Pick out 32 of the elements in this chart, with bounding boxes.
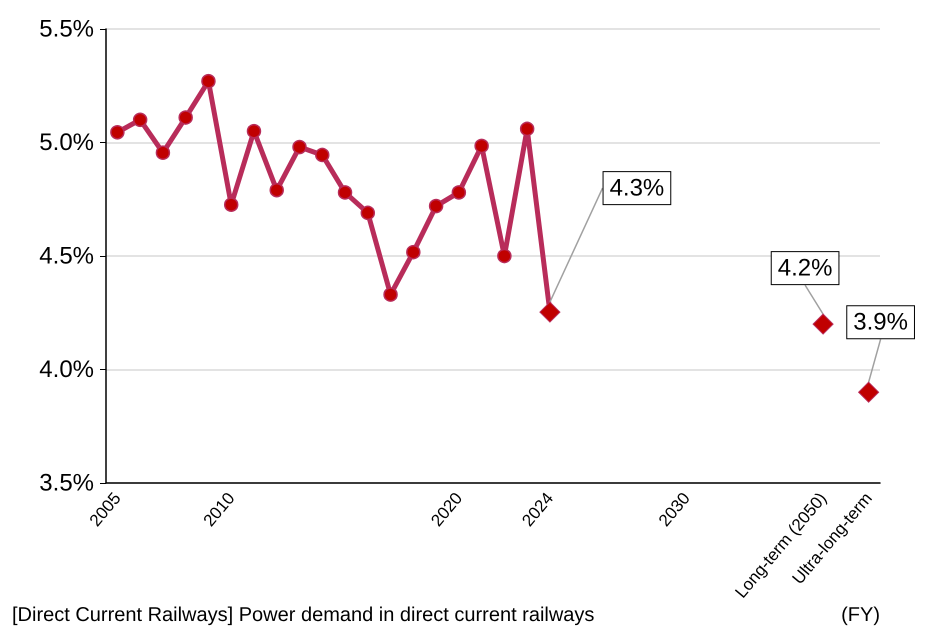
y-tick-label: 4.5% [39,242,94,270]
point [132,112,148,128]
point [428,198,444,214]
y-tick-label: 5.0% [39,129,94,156]
point [520,122,534,136]
data-label: 4.3% [610,174,664,202]
point [360,206,376,220]
point [497,248,512,264]
point [292,140,307,154]
point [246,124,262,138]
point [383,287,398,302]
data-label: 3.9% [853,308,908,336]
point [315,148,330,162]
point [270,182,284,198]
y-tick-label: 4.0% [39,356,94,383]
data-label: 4.2% [778,254,832,282]
point [224,197,238,212]
y-tick-label: 3.5% [39,470,94,496]
point [156,145,170,160]
text: [Direct Current Railways] Power demand in direct current railways [12,604,594,626]
point [338,185,352,200]
y-tick-label: 5.5% [39,16,94,42]
point [858,382,880,403]
point [539,302,560,323]
point [110,125,125,140]
point [812,314,834,335]
point [178,110,193,125]
point [474,138,489,154]
x-axis-title: (FY) [841,604,880,626]
point [406,244,421,260]
point [201,74,216,88]
point [452,185,466,200]
